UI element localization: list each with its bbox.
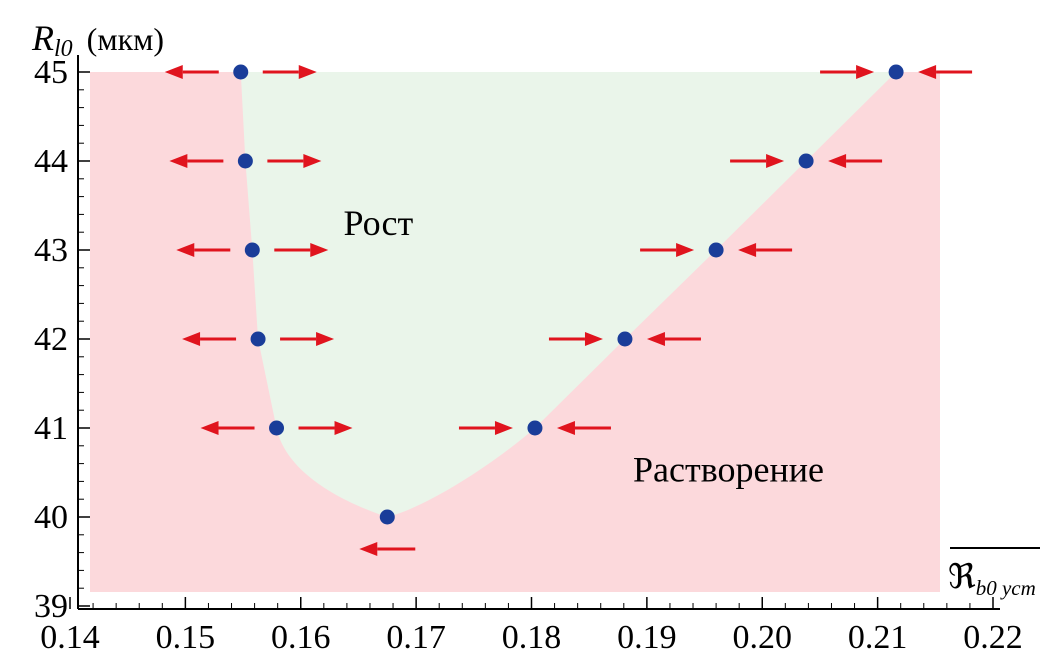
region-label-growth: Рост bbox=[343, 203, 413, 243]
regions bbox=[90, 72, 940, 592]
arrows bbox=[164, 65, 973, 556]
flow-arrow bbox=[164, 65, 219, 79]
flow-arrow bbox=[918, 65, 973, 79]
flow-arrow bbox=[738, 243, 793, 257]
equilibrium-point bbox=[237, 153, 253, 169]
y-tick-label: 45 bbox=[34, 54, 68, 91]
x-tick-label: 0.14 bbox=[40, 619, 100, 656]
axes: 39 40 41 42 43 44 45 0.14 0.15 0.16 0.17 0.18 0.19 0.… bbox=[34, 54, 1023, 656]
y-tick-label: 40 bbox=[34, 499, 68, 536]
flow-arrow bbox=[548, 332, 603, 346]
x-tick-label: 0.17 bbox=[386, 619, 446, 656]
flow-arrow bbox=[458, 421, 513, 435]
flow-arrow bbox=[169, 154, 224, 168]
flow-arrow bbox=[646, 332, 701, 346]
flow-arrow bbox=[820, 65, 875, 79]
flow-arrow bbox=[274, 243, 329, 257]
region-label-dissolution: Растворение bbox=[633, 449, 824, 489]
region-labels: Рост Растворение bbox=[343, 203, 824, 490]
y-tick-label: 41 bbox=[34, 410, 68, 447]
points bbox=[233, 64, 904, 525]
equilibrium-point bbox=[798, 153, 814, 169]
flow-arrow bbox=[176, 243, 231, 257]
equilibrium-point bbox=[617, 331, 633, 347]
x-tick-label: 0.22 bbox=[963, 619, 1023, 656]
equilibrium-point bbox=[244, 242, 260, 258]
x-axis-title: ℜb0 уст bbox=[948, 559, 1036, 600]
equilibrium-point bbox=[250, 331, 266, 347]
x-tick-label: 0.16 bbox=[271, 619, 331, 656]
flow-arrow bbox=[262, 65, 317, 79]
equilibrium-point bbox=[269, 420, 285, 436]
y-tick-label: 43 bbox=[34, 232, 68, 269]
equilibrium-point bbox=[888, 64, 904, 80]
equilibrium-point bbox=[233, 64, 249, 80]
flow-arrow bbox=[730, 154, 785, 168]
x-tick-label: 0.21 bbox=[848, 619, 908, 656]
flow-arrow bbox=[267, 154, 322, 168]
x-tick-label: 0.15 bbox=[156, 619, 216, 656]
y-axis-title: Rl0 (мкм) bbox=[31, 18, 164, 62]
flow-arrow bbox=[280, 332, 335, 346]
y-tick-label: 39 bbox=[34, 588, 68, 625]
flow-arrow bbox=[828, 154, 883, 168]
equilibrium-point bbox=[708, 242, 724, 258]
x-tick-label: 0.18 bbox=[502, 619, 562, 656]
flow-arrow bbox=[556, 421, 611, 435]
flow-arrow bbox=[182, 332, 237, 346]
equilibrium-point bbox=[527, 420, 543, 436]
y-tick-label: 42 bbox=[34, 321, 68, 358]
flow-arrow bbox=[298, 421, 353, 435]
region-growth bbox=[240, 72, 897, 517]
y-tick-label: 44 bbox=[34, 143, 68, 180]
x-tick-label: 0.19 bbox=[617, 619, 677, 656]
x-tick-label: 0.20 bbox=[733, 619, 793, 656]
flow-arrow bbox=[640, 243, 695, 257]
equilibrium-point bbox=[379, 509, 395, 525]
axis-titles: Rl0 (мкм) ℜb0 уст bbox=[31, 18, 1040, 600]
flow-arrow bbox=[359, 542, 416, 556]
flow-arrow bbox=[200, 421, 255, 435]
